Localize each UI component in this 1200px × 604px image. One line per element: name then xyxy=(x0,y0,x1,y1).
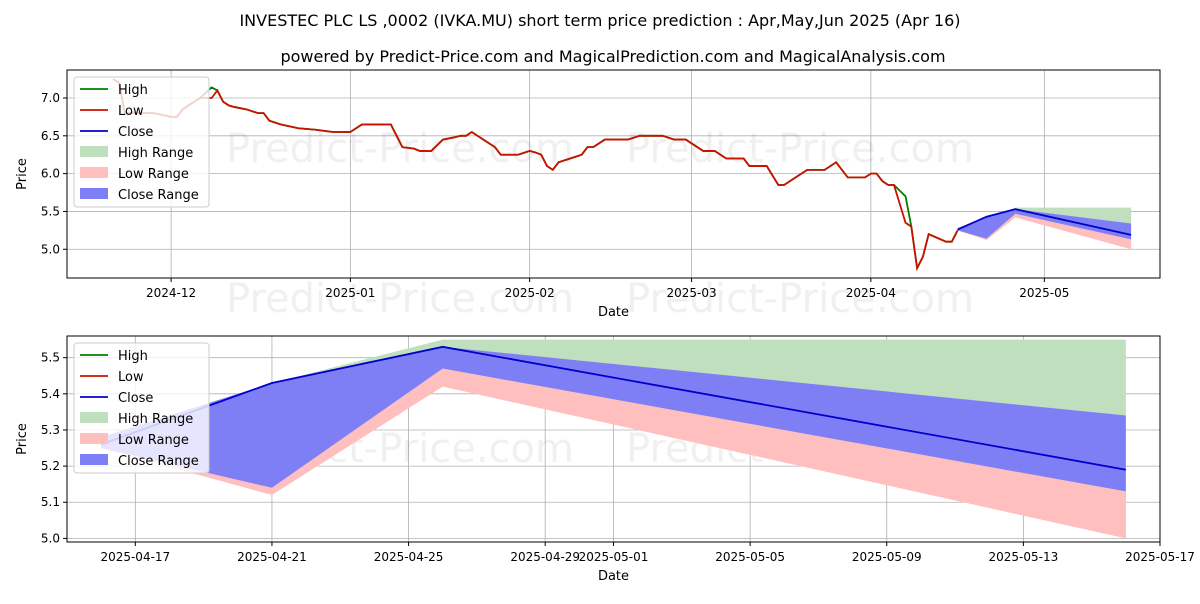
low-range-band xyxy=(101,368,1126,539)
legend-label: Low xyxy=(118,370,144,385)
low-line xyxy=(112,78,959,272)
x-tick-label: 2025-04-29 xyxy=(510,550,580,564)
chart-title: INVESTEC PLC LS ,0002 (IVKA.MU) short te… xyxy=(239,11,960,30)
x-tick-label: 2025-04 xyxy=(846,286,896,300)
watermark-text: Predict-Price.com xyxy=(626,276,974,322)
legend-item-high-range: High Range xyxy=(80,412,193,427)
legend-swatch-patch xyxy=(80,454,108,465)
y-tick-label: 5.0 xyxy=(41,531,60,545)
legend-item-high-range: High Range xyxy=(80,146,193,161)
legend-item-low-range: Low Range xyxy=(80,167,189,182)
y-tick-label: 5.3 xyxy=(41,423,60,437)
chart-panel-2: Predict-Price.comPredict-Price.com2025-0… xyxy=(15,335,1195,584)
x-axis-label: Date xyxy=(598,305,629,320)
close-range-band xyxy=(101,346,1126,492)
y-axis-label: Price xyxy=(15,158,30,190)
legend-swatch-patch xyxy=(80,412,108,423)
x-tick-label: 2025-01 xyxy=(325,286,375,300)
watermark-text: Predict-Price.com xyxy=(626,126,974,172)
x-tick-label: 2025-05-09 xyxy=(852,550,922,564)
close-line xyxy=(957,208,1132,236)
grid-lines xyxy=(67,70,1160,278)
close-range-band xyxy=(957,209,1132,240)
legend-item-high: High xyxy=(80,349,148,364)
y-tick-label: 5.0 xyxy=(41,242,60,256)
legend-label: Close Range xyxy=(118,188,199,203)
legend-item-close-range: Close Range xyxy=(80,188,199,203)
legend-item-low: Low xyxy=(80,370,144,385)
y-tick-label: 5.5 xyxy=(41,204,60,218)
y-tick-label: 7.0 xyxy=(41,91,60,105)
legend: High Low Close High Range Low Range Close Ran… xyxy=(73,76,210,208)
legend-label: Low xyxy=(118,104,144,119)
legend-label: High xyxy=(118,349,148,364)
x-tick-label: 2025-05 xyxy=(1019,286,1069,300)
x-tick-label: 2025-04-25 xyxy=(374,550,444,564)
legend-swatch-patch xyxy=(80,146,108,157)
legend-item-high: High xyxy=(80,83,148,98)
x-axis-label: Date xyxy=(598,569,629,584)
y-tick-label: 5.1 xyxy=(41,495,60,509)
chart-panel-1: Predict-Price.com Predict-Price.com Predic… xyxy=(15,69,1161,322)
chart-subtitle: powered by Predict-Price.com and Magical… xyxy=(280,47,945,66)
x-tick-label: 2025-02 xyxy=(505,286,555,300)
legend-item-close: Close xyxy=(80,125,153,140)
legend-label: High Range xyxy=(118,146,193,161)
x-tick-label: 2025-04-17 xyxy=(100,550,170,564)
legend-label: Low Range xyxy=(118,433,189,448)
y-tick-label: 5.2 xyxy=(41,459,60,473)
y-tick-label: 6.5 xyxy=(41,129,60,143)
y-tick-label: 5.5 xyxy=(41,351,60,365)
legend-item-low-range: Low Range xyxy=(80,433,189,448)
legend-label: Close xyxy=(118,125,153,140)
y-tick-label: 5.4 xyxy=(41,387,60,401)
legend-swatch-patch xyxy=(80,188,108,199)
legend: High Low Close High Range Low Range Close Ran… xyxy=(73,342,210,474)
y-axis-label: Price xyxy=(15,423,30,455)
x-tick-label: 2025-03 xyxy=(667,286,717,300)
plot-area xyxy=(112,78,1132,272)
legend-swatch-patch xyxy=(80,167,108,178)
y-tick-label: 6.0 xyxy=(41,167,60,181)
x-tick-label: 2025-05-05 xyxy=(715,550,785,564)
legend-label: High Range xyxy=(118,412,193,427)
x-tick-label: 2025-05-01 xyxy=(579,550,649,564)
x-tick-label: 2024-12 xyxy=(146,286,196,300)
legend-label: Low Range xyxy=(118,167,189,182)
chart-panels: Predict-Price.com Predict-Price.comPredic… xyxy=(15,69,1195,584)
legend-item-low: Low xyxy=(80,104,144,119)
legend-label: Close xyxy=(118,391,153,406)
legend-label: High xyxy=(118,83,148,98)
x-tick-label: 2025-04-21 xyxy=(237,550,307,564)
legend-item-close: Close xyxy=(80,391,153,406)
watermark-text: Predict-Price.com xyxy=(226,126,574,172)
x-tick-label: 2025-05-17 xyxy=(1125,550,1195,564)
legend-swatch-patch xyxy=(80,433,108,444)
x-tick-label: 2025-05-13 xyxy=(989,550,1059,564)
legend-label: Close Range xyxy=(118,454,199,469)
legend-item-close-range: Close Range xyxy=(80,454,199,469)
low-range-band xyxy=(957,213,1132,250)
watermark-text: Predict-Price.com xyxy=(226,276,574,322)
